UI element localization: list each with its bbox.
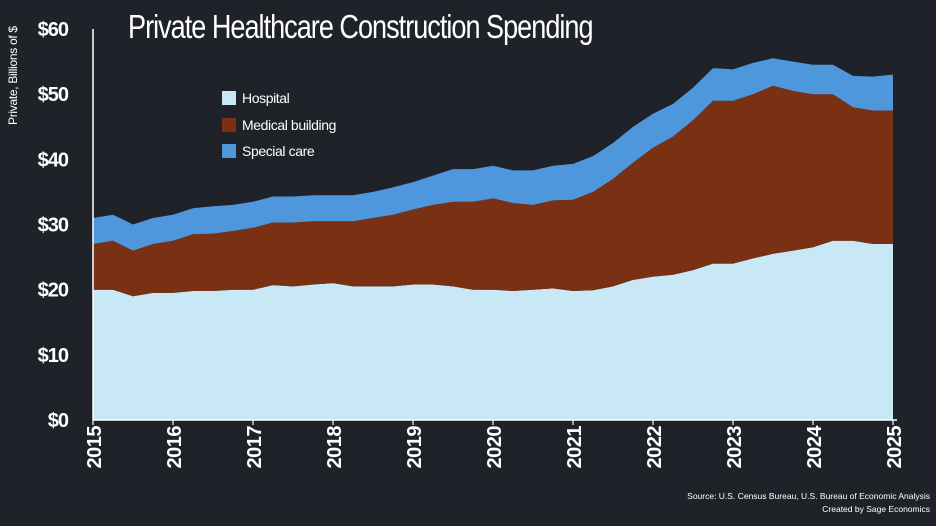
y-tick-label: $60 xyxy=(38,19,69,41)
x-tick-label: 2018 xyxy=(324,426,346,469)
x-tick-label: 2021 xyxy=(564,426,586,469)
legend-item-hospital: Hospital xyxy=(222,85,336,112)
x-tick-label: 2020 xyxy=(484,426,506,469)
y-tick-label: $40 xyxy=(38,149,69,171)
credit-line: Created by Sage Economics xyxy=(822,504,930,514)
legend-label-special-care: Special care xyxy=(242,143,315,160)
area-special-care xyxy=(93,58,893,251)
legend: Hospital Medical building Special care xyxy=(222,85,336,165)
x-tick-label: 2024 xyxy=(804,425,826,469)
x-tick-label: 2025 xyxy=(884,426,906,469)
y-tick-label: $10 xyxy=(38,345,69,367)
legend-item-special-care: Special care xyxy=(222,138,336,165)
y-tick-label: $50 xyxy=(38,84,69,106)
x-tick-label: 2019 xyxy=(404,426,426,469)
area-medical-building xyxy=(93,85,893,297)
chart-title: Private Healthcare Construction Spending xyxy=(128,8,594,45)
x-tick-label: 2017 xyxy=(244,426,266,469)
x-tick-label: 2023 xyxy=(724,426,746,469)
x-tick-label: 2016 xyxy=(164,426,186,469)
legend-label-hospital: Hospital xyxy=(242,90,290,107)
source-note: Source: U.S. Census Bureau, U.S. Bureau … xyxy=(687,490,930,516)
y-axis-label: Private, Billions of $ xyxy=(6,26,20,125)
y-tick-label: $30 xyxy=(38,215,69,237)
legend-swatch-special-care xyxy=(222,144,236,159)
x-tick-label: 2015 xyxy=(84,426,106,469)
source-line: Source: U.S. Census Bureau, U.S. Bureau … xyxy=(687,491,930,501)
area-hospital xyxy=(93,240,893,420)
legend-swatch-medical-building xyxy=(222,117,236,132)
y-tick-label: $20 xyxy=(38,280,69,302)
legend-item-medical-building: Medical building xyxy=(222,112,336,139)
y-tick-label: $0 xyxy=(48,410,69,432)
legend-swatch-hospital xyxy=(222,91,236,106)
x-tick-label: 2022 xyxy=(644,426,666,469)
legend-label-medical-building: Medical building xyxy=(242,116,336,133)
